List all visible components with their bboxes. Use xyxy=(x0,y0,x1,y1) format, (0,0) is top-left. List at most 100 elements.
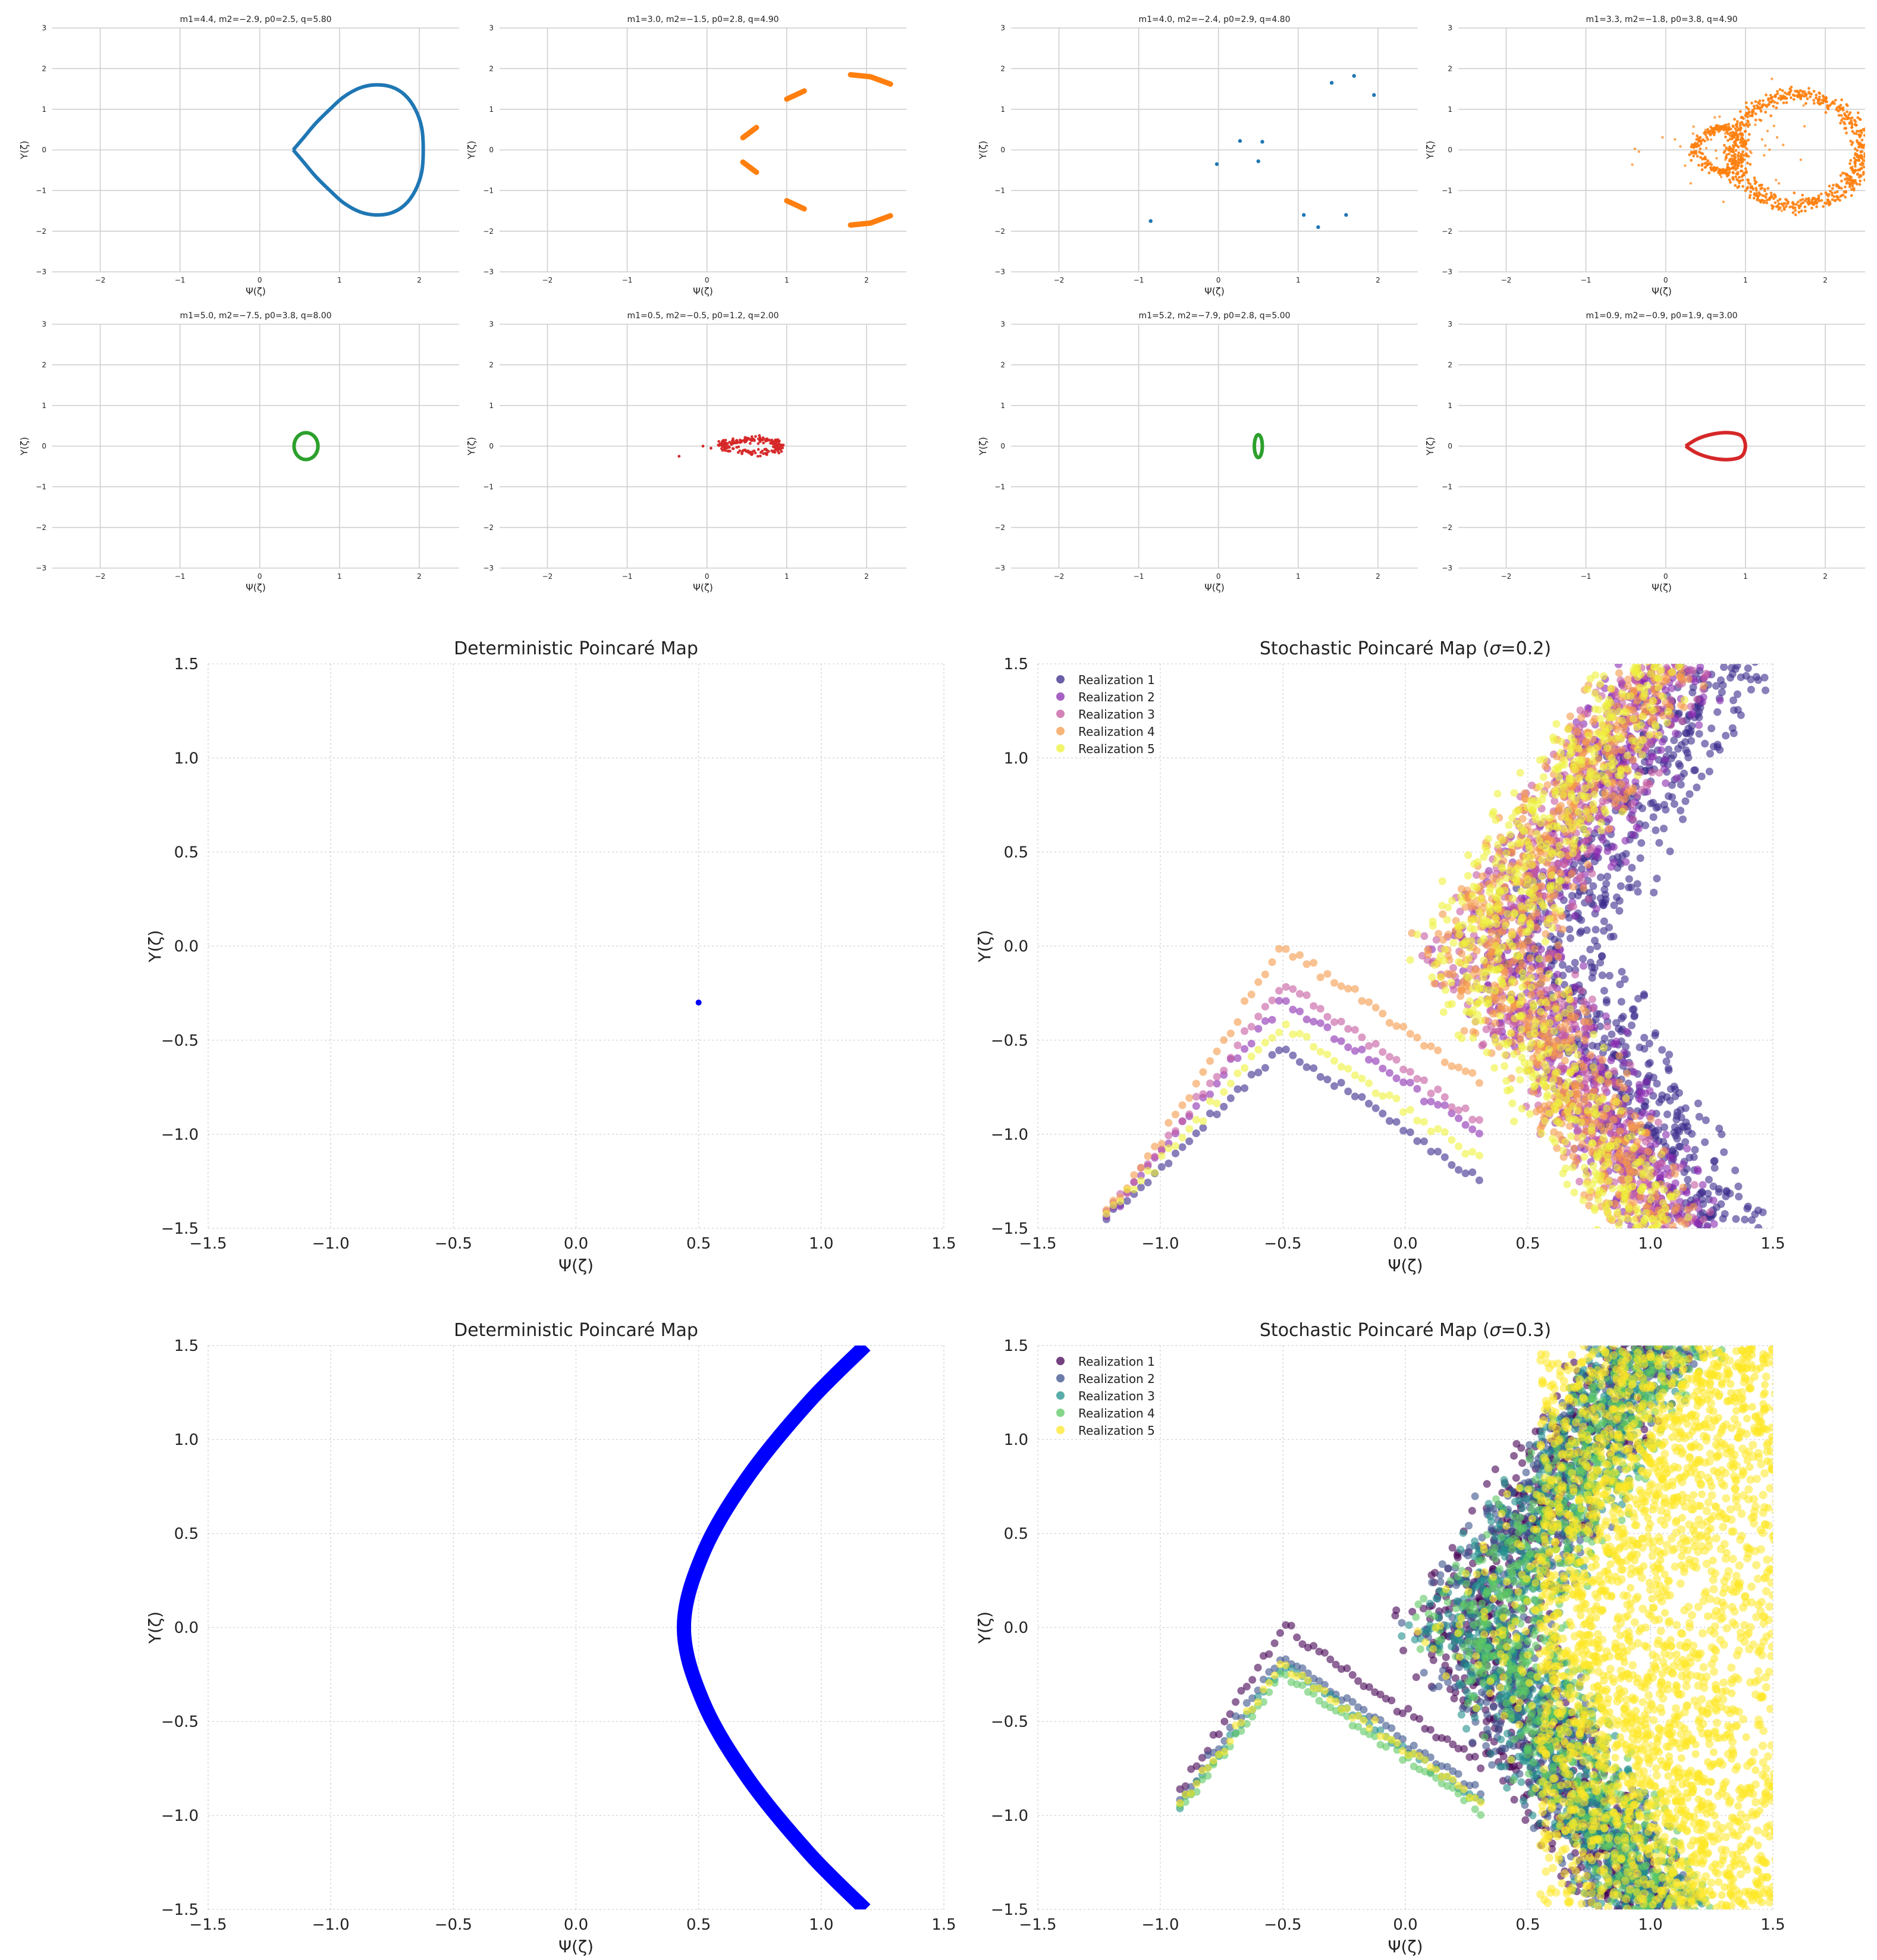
data-point xyxy=(1737,161,1741,164)
data-point xyxy=(732,447,735,450)
data-point xyxy=(1517,1032,1525,1040)
data-point xyxy=(1617,780,1625,788)
data-point xyxy=(1206,1109,1214,1118)
data-point xyxy=(1853,147,1857,150)
data-point xyxy=(1545,955,1553,963)
data-point xyxy=(1729,127,1732,131)
data-point xyxy=(1605,1122,1614,1131)
data-point xyxy=(1828,202,1832,206)
data-point xyxy=(1713,708,1722,716)
data-point xyxy=(1812,99,1816,102)
data-point xyxy=(1608,1030,1616,1039)
data-point xyxy=(1849,139,1853,143)
data-point xyxy=(1418,952,1426,960)
data-point xyxy=(1371,1104,1380,1112)
data-point xyxy=(1485,908,1493,916)
data-point xyxy=(1688,153,1691,156)
y-tick-label: 0 xyxy=(489,442,494,450)
data-point xyxy=(1365,1099,1373,1108)
data-point xyxy=(1295,951,1304,959)
data-point xyxy=(1843,122,1847,126)
data-point xyxy=(1758,99,1762,102)
data-point xyxy=(1523,837,1531,845)
data-point xyxy=(1835,190,1839,193)
data-point xyxy=(1703,162,1706,165)
data-point xyxy=(1640,1045,1649,1053)
data-point xyxy=(719,443,722,446)
data-point xyxy=(1524,936,1532,945)
data-point xyxy=(1509,894,1517,902)
data-point xyxy=(1630,1005,1638,1014)
data-point xyxy=(1619,1084,1628,1092)
data-point xyxy=(1670,800,1678,808)
data-point xyxy=(1794,213,1797,217)
data-point xyxy=(1669,1146,1677,1154)
data-point xyxy=(1863,155,1865,159)
data-point xyxy=(1754,118,1757,122)
data-point xyxy=(1406,1078,1414,1087)
data-point xyxy=(1533,908,1541,917)
data-point xyxy=(1506,830,1514,839)
data-point xyxy=(1302,1063,1311,1071)
data-point xyxy=(1724,135,1727,139)
data-point xyxy=(1552,1036,1561,1045)
data-point xyxy=(1501,1062,1509,1070)
chart-title: m1=3.3, m2=−1.8, p0=3.8, q=4.90 xyxy=(1586,15,1737,24)
data-point xyxy=(1840,98,1844,102)
data-point xyxy=(1745,106,1749,109)
y-tick-label: −2 xyxy=(1442,523,1452,532)
data-point xyxy=(1741,123,1745,126)
data-point xyxy=(1760,673,1769,682)
data-point xyxy=(1716,128,1719,131)
y-tick-label: 0 xyxy=(42,442,46,450)
data-point xyxy=(1657,746,1665,754)
data-point xyxy=(1268,958,1276,966)
x-tick-label: 0.0 xyxy=(1393,1235,1417,1253)
data-point xyxy=(1628,1153,1636,1162)
data-point xyxy=(1766,187,1770,190)
data-point xyxy=(1667,754,1675,763)
data-point xyxy=(1537,945,1545,954)
data-point xyxy=(1555,1013,1563,1021)
data-point xyxy=(1634,824,1643,833)
data-point xyxy=(1831,198,1834,201)
data-point xyxy=(1609,858,1618,867)
data-point xyxy=(1475,1116,1483,1124)
data-point xyxy=(1759,109,1763,113)
data-point xyxy=(1662,1057,1671,1065)
data-point xyxy=(1818,92,1822,95)
data-point xyxy=(1566,934,1574,942)
data-point xyxy=(1316,225,1320,230)
data-point xyxy=(737,445,740,449)
data-point xyxy=(748,442,752,445)
data-point xyxy=(1427,1089,1435,1097)
data-point xyxy=(1797,211,1801,214)
data-point xyxy=(1435,930,1443,938)
data-point xyxy=(1385,1053,1393,1061)
data-point xyxy=(1746,161,1749,165)
y-axis-label: Y(ζ) xyxy=(18,141,30,160)
data-point xyxy=(1337,1078,1345,1087)
data-point xyxy=(1677,780,1685,789)
data-point xyxy=(736,451,740,454)
data-point xyxy=(1649,1155,1657,1164)
data-point xyxy=(1603,872,1612,880)
x-axis-label: Ψ(ζ) xyxy=(693,582,713,593)
data-point xyxy=(1863,152,1865,155)
data-point xyxy=(1548,1083,1556,1091)
data-point xyxy=(1565,1090,1574,1098)
data-point xyxy=(1611,799,1619,807)
data-layer xyxy=(1684,431,1747,462)
data-point xyxy=(1733,690,1741,698)
x-tick-label: 2 xyxy=(1823,276,1828,284)
data-point xyxy=(1747,685,1755,694)
data-point xyxy=(1538,961,1546,969)
data-point xyxy=(1754,100,1757,104)
x-tick-label: −2 xyxy=(95,276,106,284)
data-point xyxy=(1706,159,1710,162)
data-point xyxy=(1539,1050,1548,1059)
data-point xyxy=(752,438,756,441)
data-point xyxy=(1845,131,1848,134)
data-point xyxy=(1782,143,1785,146)
